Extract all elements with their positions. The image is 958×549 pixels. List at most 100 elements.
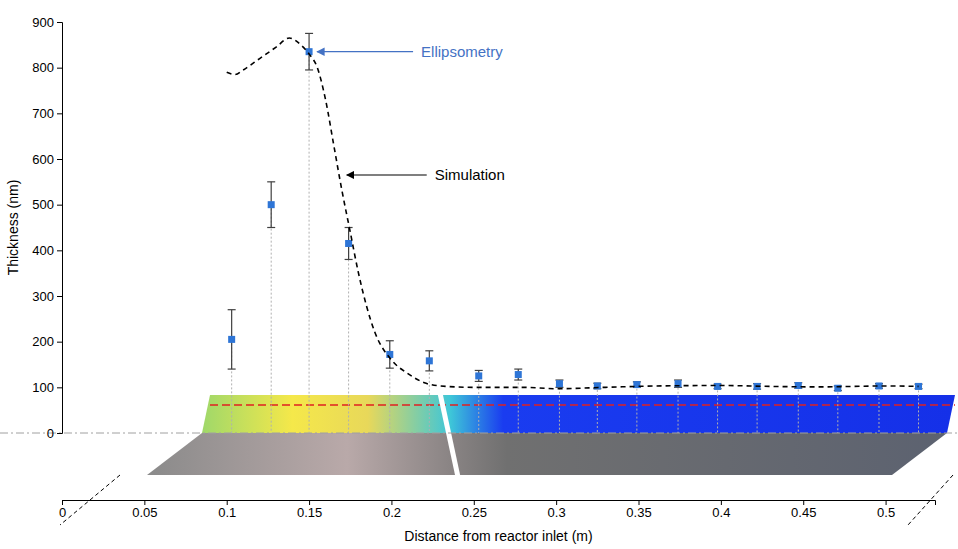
reference-line (210, 404, 955, 406)
tick-label: 0.3 (548, 505, 566, 520)
drop-line (798, 386, 799, 433)
tick-mark (57, 22, 62, 23)
tick-label: 300 (32, 289, 54, 304)
error-bar (514, 369, 522, 380)
drop-line (348, 243, 349, 433)
annotation: Ellipsometry (317, 43, 503, 60)
tick: 0 (47, 426, 62, 441)
tick-label: 900 (32, 15, 54, 30)
annotation-arrow (317, 51, 413, 52)
error-cap (228, 309, 236, 310)
drop-line (918, 386, 919, 433)
tick-label: 100 (32, 380, 54, 395)
drop-line (837, 388, 838, 433)
tick-label: 0.4 (712, 505, 730, 520)
drop-line (518, 375, 519, 433)
tick-mark (57, 296, 62, 297)
drop-line (878, 386, 879, 433)
error-cap (305, 69, 313, 70)
axis-line (57, 23, 63, 434)
data-point (834, 385, 841, 392)
error-cap (514, 368, 522, 369)
error-cap (425, 370, 433, 371)
annotation-label: Ellipsometry (421, 43, 503, 60)
x-axis: 00.050.10.150.20.250.30.350.40.450.5 (59, 500, 936, 520)
tick-mark (57, 205, 62, 206)
error-bar (425, 351, 433, 371)
tick-label: 0.15 (297, 505, 322, 520)
tick-mark (57, 433, 62, 434)
data-point (714, 383, 721, 390)
tick-mark (57, 113, 62, 114)
error-cap (475, 370, 483, 371)
tick: 800 (32, 60, 62, 75)
error-cap (386, 368, 394, 369)
tick: 700 (32, 106, 62, 121)
chart: 0 100 200 300 400 500 600 700 800 9000 0.05 0.1 0.15… (0, 0, 958, 549)
tick-mark (57, 159, 62, 160)
tick-label: 200 (32, 334, 54, 349)
tick-label: 600 (32, 152, 54, 167)
simulation-map (202, 395, 955, 433)
error-cap (425, 350, 433, 351)
tick: 0.2 (383, 500, 401, 520)
tick: 600 (32, 152, 62, 167)
error-bar (386, 341, 394, 368)
data-point (795, 382, 802, 389)
tick-label: 0.2 (383, 505, 401, 520)
tick: 400 (32, 243, 62, 258)
tick: 0.1 (218, 500, 236, 520)
y-axis-title: Thickness (nm) (5, 180, 21, 276)
error-bar (345, 228, 353, 260)
data-point (915, 383, 922, 390)
error-cap (514, 379, 522, 380)
tick-label: 400 (32, 243, 54, 258)
tick-label: 700 (32, 106, 54, 121)
tick: 200 (32, 334, 62, 349)
tick: 0.05 (132, 500, 157, 520)
tick: 100 (32, 380, 62, 395)
tick-mark (57, 342, 62, 343)
tick: 0.25 (462, 500, 487, 520)
y-axis: 0 100 200 300 400 500 600 700 800 900 (32, 15, 62, 441)
tick: 0.3 (548, 500, 566, 520)
drop-line (678, 384, 679, 433)
error-cap (267, 181, 275, 182)
data-point (556, 380, 563, 387)
error-bar (228, 310, 236, 369)
tick: 0.45 (791, 500, 816, 520)
drop-line (429, 361, 430, 433)
annotation-label: Simulation (435, 166, 505, 183)
strip-break (440, 393, 458, 477)
data-point (515, 371, 522, 378)
drop-line (757, 386, 758, 433)
drop-line (309, 52, 310, 433)
tick-label: 0.45 (791, 505, 816, 520)
tick-label: 500 (32, 197, 54, 212)
tick-label: 0.05 (132, 505, 157, 520)
data-point (345, 240, 352, 247)
error-bar (555, 380, 563, 387)
error-cap (228, 368, 236, 369)
tick-label: 0.5 (877, 505, 895, 520)
simulation-line (227, 38, 919, 389)
tick: 900 (32, 15, 62, 30)
tick: 0.15 (297, 500, 322, 520)
plot-area (227, 33, 923, 433)
annotation-arrow (347, 174, 427, 175)
tick-label: 0.25 (462, 505, 487, 520)
error-cap (475, 381, 483, 382)
tick-mark (57, 387, 62, 388)
tick-mark (57, 250, 62, 251)
sample-photo (147, 433, 947, 475)
tick-label: 0.35 (626, 505, 651, 520)
drop-line (559, 384, 560, 433)
data-point (475, 372, 482, 379)
error-bar (267, 182, 275, 228)
drop-line (717, 386, 718, 433)
data-point (228, 336, 235, 343)
data-point (268, 201, 275, 208)
data-point (426, 357, 433, 364)
tick-mark (57, 68, 62, 69)
tick-label: 0.1 (218, 505, 236, 520)
